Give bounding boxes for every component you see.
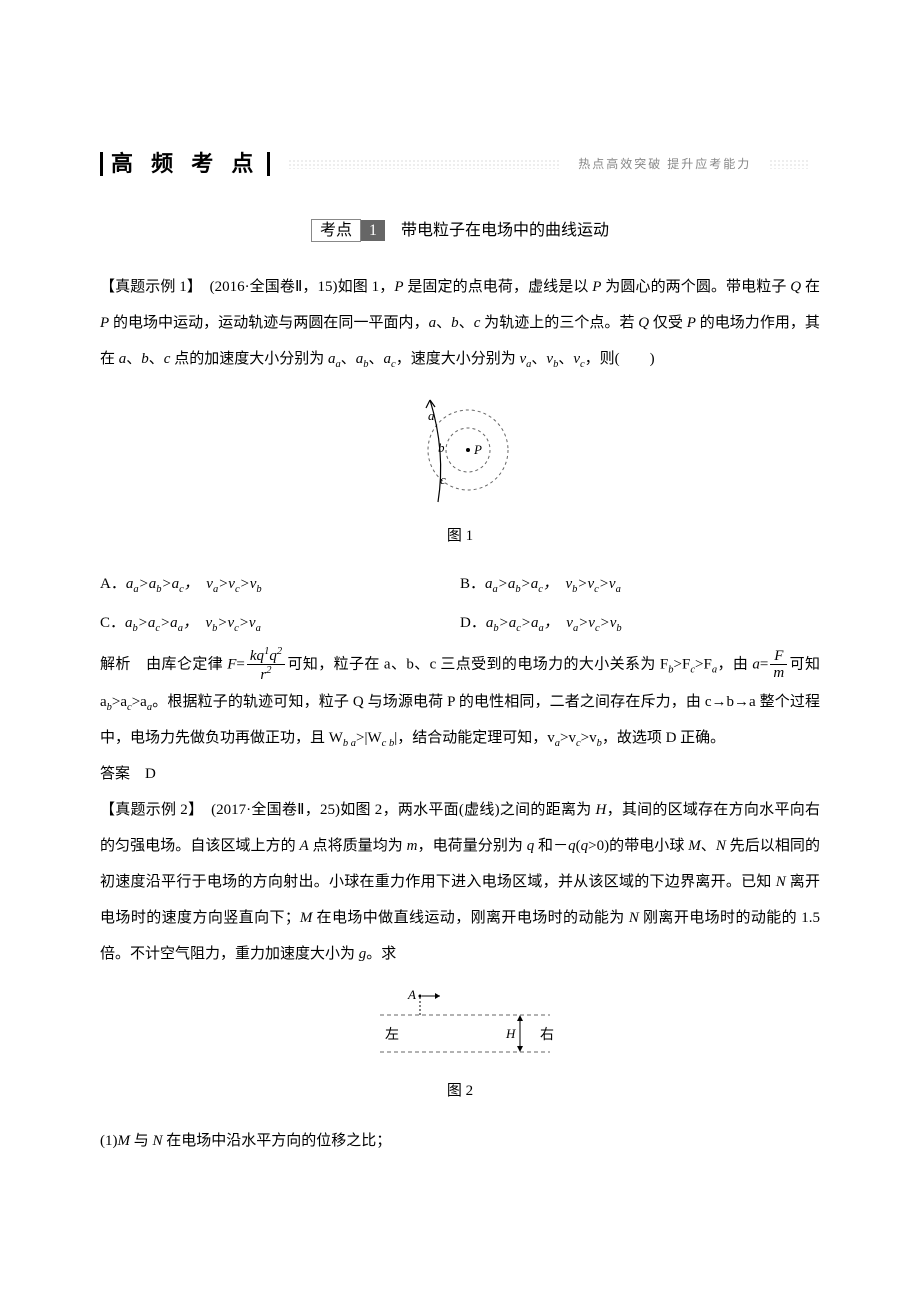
svg-text:H: H [505, 1026, 516, 1041]
solution-text: 解析 由库仑定律 F=kq1q2r2可知，粒子在 a、b、c 三点受到的电场力的… [100, 646, 820, 756]
section-caption: 热点高效突破 提升应考能力 [578, 151, 751, 177]
topic-header: 考点1 带电粒子在电场中的曲线运动 [100, 213, 820, 248]
section-header: 高 频 考 点 热点高效突破 提升应考能力 [100, 140, 820, 188]
answer-label: 答案 [100, 766, 130, 782]
figure-1-svg: P a b c [390, 392, 530, 512]
option-a: A．aa>ab>ac， va>vc>vb [100, 568, 460, 601]
svg-text:A: A [407, 987, 416, 1002]
svg-text:c: c [440, 472, 446, 487]
section-title: 高 频 考 点 [111, 140, 259, 188]
options-row-1: A．aa>ab>ac， va>vc>vb B．aa>ab>ac， vb>vc>v… [100, 568, 820, 601]
svg-text:a: a [428, 408, 435, 423]
vbar-right [267, 152, 270, 176]
options-row-2: C．ab>ac>aa， vb>vc>va D．ab>ac>aa， va>vc>v… [100, 607, 820, 640]
ex2-src: (2017·全国卷Ⅱ，25)如图 2， [211, 802, 398, 818]
svg-text:左: 左 [385, 1027, 399, 1043]
svg-text:右: 右 [540, 1027, 554, 1043]
ex2-question-1: (1)M 与 N 在电场中沿水平方向的位移之比； [100, 1123, 820, 1159]
topic-label: 考点 [311, 219, 361, 242]
solution-label: 解析 [100, 656, 131, 672]
topic-num: 1 [361, 220, 385, 241]
figure-1-caption: 图 1 [100, 520, 820, 553]
vbar-left [100, 152, 103, 176]
option-b: B．aa>ab>ac， vb>vc>va [460, 568, 820, 601]
figure-1: P a b c 图 1 [100, 392, 820, 553]
figure-2: A 左 右 H 图 2 [100, 987, 820, 1108]
header-dots-right [769, 159, 810, 169]
svg-text:P: P [473, 442, 482, 457]
answer-value: D [145, 766, 156, 782]
figure-2-caption: 图 2 [100, 1075, 820, 1108]
svg-text:b: b [438, 440, 445, 455]
example-1-text: 【真题示例 1】 (2016·全国卷Ⅱ，15)如图 1，P 是固定的点电荷，虚线… [100, 269, 820, 377]
ex1-src: (2016·全国卷Ⅱ，15)如图 1， [210, 279, 395, 295]
figure-2-svg: A 左 右 H [350, 987, 570, 1067]
header-dots [288, 159, 560, 169]
ex1-tag: 【真题示例 1】 [100, 279, 195, 295]
ex2-tag: 【真题示例 2】 [100, 802, 196, 818]
option-d: D．ab>ac>aa， va>vc>vb [460, 607, 820, 640]
option-c: C．ab>ac>aa， vb>vc>va [100, 607, 460, 640]
example-2-text: 【真题示例 2】 (2017·全国卷Ⅱ，25)如图 2，两水平面(虚线)之间的距… [100, 792, 820, 972]
answer-line: 答案 D [100, 756, 820, 792]
topic-title: 带电粒子在电场中的曲线运动 [401, 222, 609, 239]
